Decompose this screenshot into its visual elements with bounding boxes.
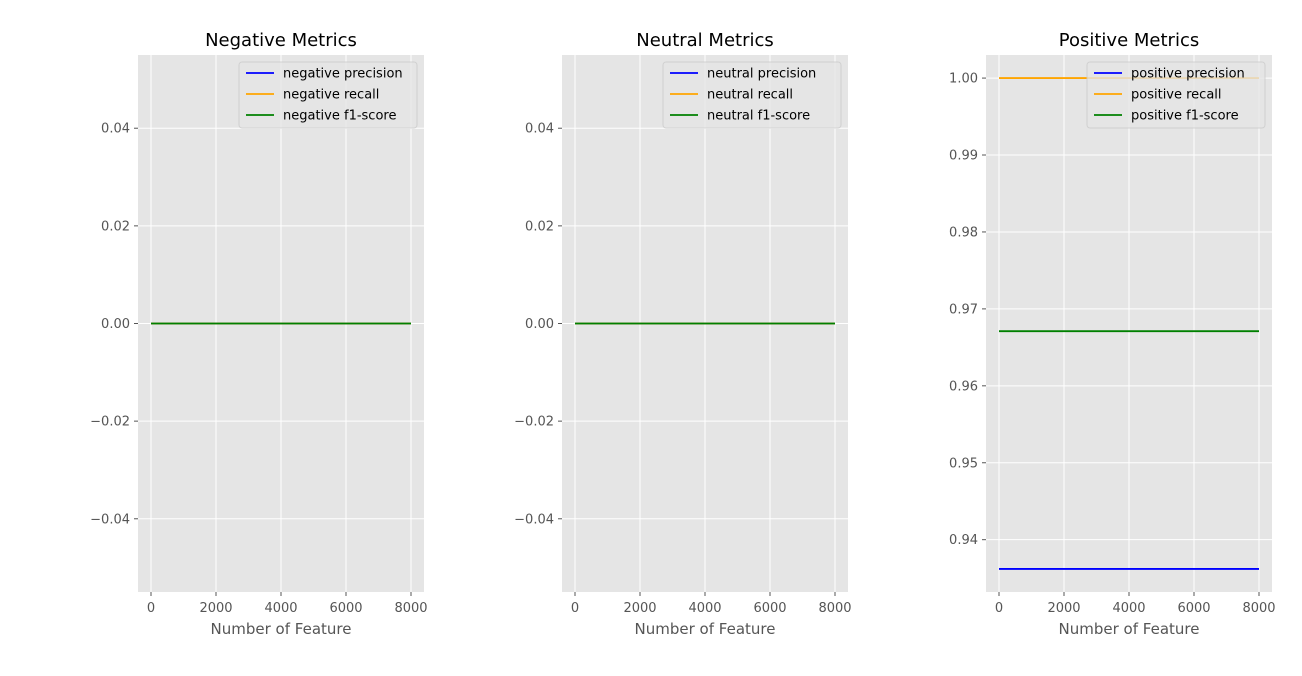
positive-metrics-x-tick-label: 8000 (1242, 601, 1275, 616)
negative-metrics-title: Negative Metrics (205, 30, 357, 51)
neutral-metrics-y-tick-label: 0.04 (525, 122, 554, 137)
neutral-f1-score-legend-label: neutral f1-score (707, 109, 810, 124)
positive-metrics-legend: positive precision positive recall positiv… (1086, 61, 1266, 129)
positive-metrics-panel: 0 2000 4000 6000 8000 0.94 0.95 0.96 0.97 0.98 0.9… (949, 30, 1276, 638)
neutral-recall-legend-label: neutral recall (707, 88, 793, 103)
neutral-metrics-panel: 0 2000 4000 6000 8000 −0.04 −0.02 0.00 0.02 0.04 N… (514, 30, 851, 638)
neutral-metrics-x-tick-label: 6000 (753, 601, 786, 616)
negative-metrics-y-tick-label: −0.02 (90, 415, 130, 430)
negative-metrics-y-tick-label: 0.02 (101, 219, 130, 234)
positive-metrics-y-tick-label: 0.97 (949, 302, 978, 317)
negative-metrics-y-tick-label: −0.04 (90, 512, 130, 527)
positive-metrics-x-axis-label: Number of Feature (1059, 620, 1200, 638)
positive-recall-legend-label: positive recall (1131, 88, 1222, 103)
neutral-metrics-legend: neutral precision neutral recall neutral f… (662, 61, 842, 129)
positive-metrics-y-tick-label: 1.00 (949, 72, 978, 87)
positive-metrics-x-tick-label: 2000 (1047, 601, 1080, 616)
negative-metrics-x-axis-label: Number of Feature (211, 620, 352, 638)
negative-metrics-y-tick-label: 0.04 (101, 122, 130, 137)
negative-metrics-legend: negative precision negative recall negativ… (238, 61, 418, 129)
positive-metrics-y-tick-label: 0.95 (949, 456, 978, 471)
neutral-metrics-y-tick-label: −0.04 (514, 512, 554, 527)
neutral-metrics-x-tick-label: 2000 (623, 601, 656, 616)
neutral-metrics-x-tick-label: 0 (571, 601, 579, 616)
neutral-metrics-legend-box (662, 61, 842, 129)
negative-recall-legend-label: negative recall (283, 88, 379, 103)
negative-metrics-x-tick-label: 6000 (329, 601, 362, 616)
positive-metrics-y-tick-label: 0.99 (949, 149, 978, 164)
positive-metrics-y-tick-label: 0.98 (949, 225, 978, 240)
positive-f1-score-legend-label: positive f1-score (1131, 109, 1239, 124)
neutral-metrics-x-tick-label: 8000 (818, 601, 851, 616)
positive-metrics-title: Positive Metrics (1059, 30, 1199, 51)
positive-metrics-x-tick-label: 0 (995, 601, 1003, 616)
negative-metrics-x-tick-label: 4000 (264, 601, 297, 616)
negative-f1-score-legend-label: negative f1-score (283, 109, 396, 124)
negative-metrics-legend-box (238, 61, 418, 129)
positive-precision-legend-label: positive precision (1131, 67, 1245, 82)
positive-metrics-x-tick-label: 4000 (1112, 601, 1145, 616)
neutral-metrics-y-tick-label: −0.02 (514, 415, 554, 430)
positive-metrics-x-tick-label: 6000 (1177, 601, 1210, 616)
negative-metrics-x-tick-label: 0 (147, 601, 155, 616)
negative-metrics-panel: 0 2000 4000 6000 8000 −0.04 −0.02 0.00 0.02 0.04 N… (90, 30, 427, 638)
negative-metrics-x-tick-label: 8000 (394, 601, 427, 616)
positive-metrics-legend-box (1086, 61, 1266, 129)
neutral-metrics-y-tick-label: 0.00 (525, 317, 554, 332)
neutral-metrics-y-tick-label: 0.02 (525, 219, 554, 234)
negative-precision-legend-label: negative precision (283, 67, 403, 82)
negative-metrics-y-tick-label: 0.00 (101, 317, 130, 332)
neutral-metrics-title: Neutral Metrics (636, 30, 774, 51)
neutral-metrics-x-axis-label: Number of Feature (635, 620, 776, 638)
negative-metrics-x-tick-label: 2000 (199, 601, 232, 616)
neutral-precision-legend-label: neutral precision (707, 67, 816, 82)
positive-metrics-y-tick-label: 0.96 (949, 379, 978, 394)
neutral-metrics-x-tick-label: 4000 (688, 601, 721, 616)
positive-metrics-y-tick-label: 0.94 (949, 533, 978, 548)
